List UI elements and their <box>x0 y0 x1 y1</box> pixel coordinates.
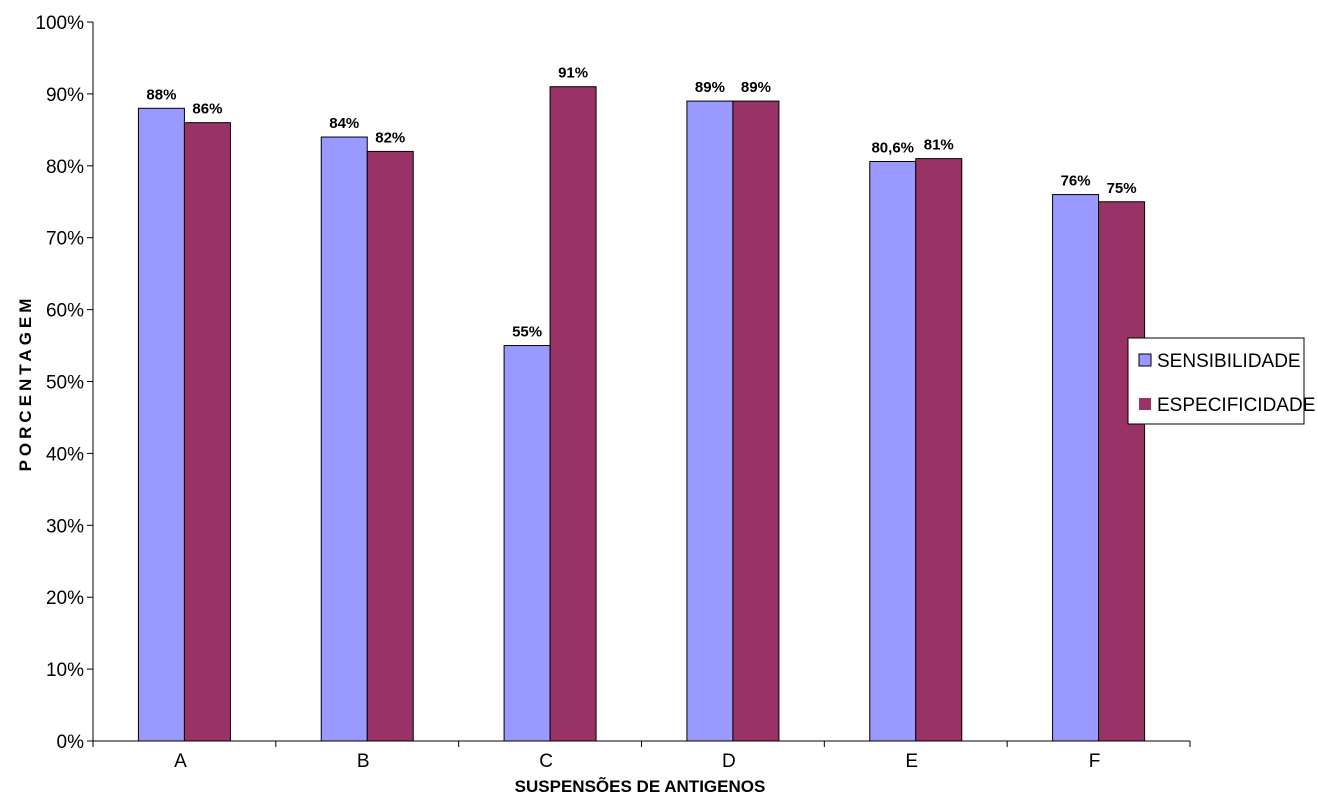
axes: 0% 10% 20% 30% 40% 50% 60% 70% 80% 90% 100% A B C D E F <box>35 13 1191 772</box>
data-label-sensibilidade-d: 89% <box>695 79 725 96</box>
legend-box <box>1127 337 1305 425</box>
y-tick-label: 90% <box>46 85 84 106</box>
data-label-especificidade-e: 81% <box>924 137 954 154</box>
bar-especificidade-f <box>1098 201 1146 742</box>
data-labels: 88% 86% 84% 82% 55% 91% 89% 89% 80,6% 81% 76% 75% <box>146 65 1136 341</box>
legend-swatch-sensibilidade <box>1138 353 1152 367</box>
y-tick-label: 30% <box>46 516 84 537</box>
y-tick-label: 60% <box>46 301 84 322</box>
bar-especificidade-a <box>183 122 231 742</box>
bar-especificidade-d <box>732 100 780 742</box>
data-label-sensibilidade-c: 55% <box>512 324 542 341</box>
y-tick-label: 20% <box>46 588 84 609</box>
y-tick-label: 0% <box>57 732 85 753</box>
bar-sensibilidade-d <box>686 100 734 742</box>
x-axis-title: SUSPENSÕES DE ANTIGENOS <box>515 776 766 796</box>
x-category-label: B <box>357 751 370 772</box>
y-tick-label: 50% <box>46 373 84 394</box>
y-tick-label: 70% <box>46 229 84 250</box>
data-label-sensibilidade-e: 80,6% <box>871 139 914 156</box>
data-label-especificidade-d: 89% <box>741 79 771 96</box>
legend-label-especificidade: ESPECIFICIDADE <box>1157 395 1315 416</box>
bar-sensibilidade-b <box>320 136 368 742</box>
x-category-label: A <box>174 751 187 772</box>
data-label-especificidade-a: 86% <box>192 101 222 118</box>
data-label-especificidade-f: 75% <box>1107 180 1137 197</box>
legend: SENSIBILIDADE ESPECIFICIDADE <box>1127 337 1315 425</box>
bar-sensibilidade-a <box>137 107 185 742</box>
data-label-especificidade-c: 91% <box>558 65 588 82</box>
data-label-sensibilidade-b: 84% <box>329 115 359 132</box>
data-label-sensibilidade-f: 76% <box>1061 173 1091 190</box>
bar-especificidade-b <box>366 150 414 742</box>
bar-sensibilidade-f <box>1052 194 1100 742</box>
data-label-sensibilidade-a: 88% <box>146 86 176 103</box>
y-axis-title: PORCENTAGEM <box>16 295 35 472</box>
x-category-label: E <box>905 751 918 772</box>
bar-especificidade-c <box>549 86 597 742</box>
y-tick-label: 100% <box>35 13 84 34</box>
legend-label-sensibilidade: SENSIBILIDADE <box>1157 351 1301 372</box>
x-category-label: C <box>539 751 553 772</box>
x-category-label: F <box>1089 751 1101 772</box>
bar-especificidade-e <box>915 158 963 742</box>
bar-sensibilidade-e <box>869 160 917 742</box>
y-tick-label: 80% <box>46 157 84 178</box>
data-label-especificidade-b: 82% <box>375 129 405 146</box>
bars <box>137 86 1146 742</box>
y-tick-label: 10% <box>46 660 84 681</box>
bar-sensibilidade-c <box>503 345 551 742</box>
y-tick-label: 40% <box>46 444 84 465</box>
legend-swatch-especificidade <box>1139 398 1151 410</box>
x-category-label: D <box>722 751 736 772</box>
